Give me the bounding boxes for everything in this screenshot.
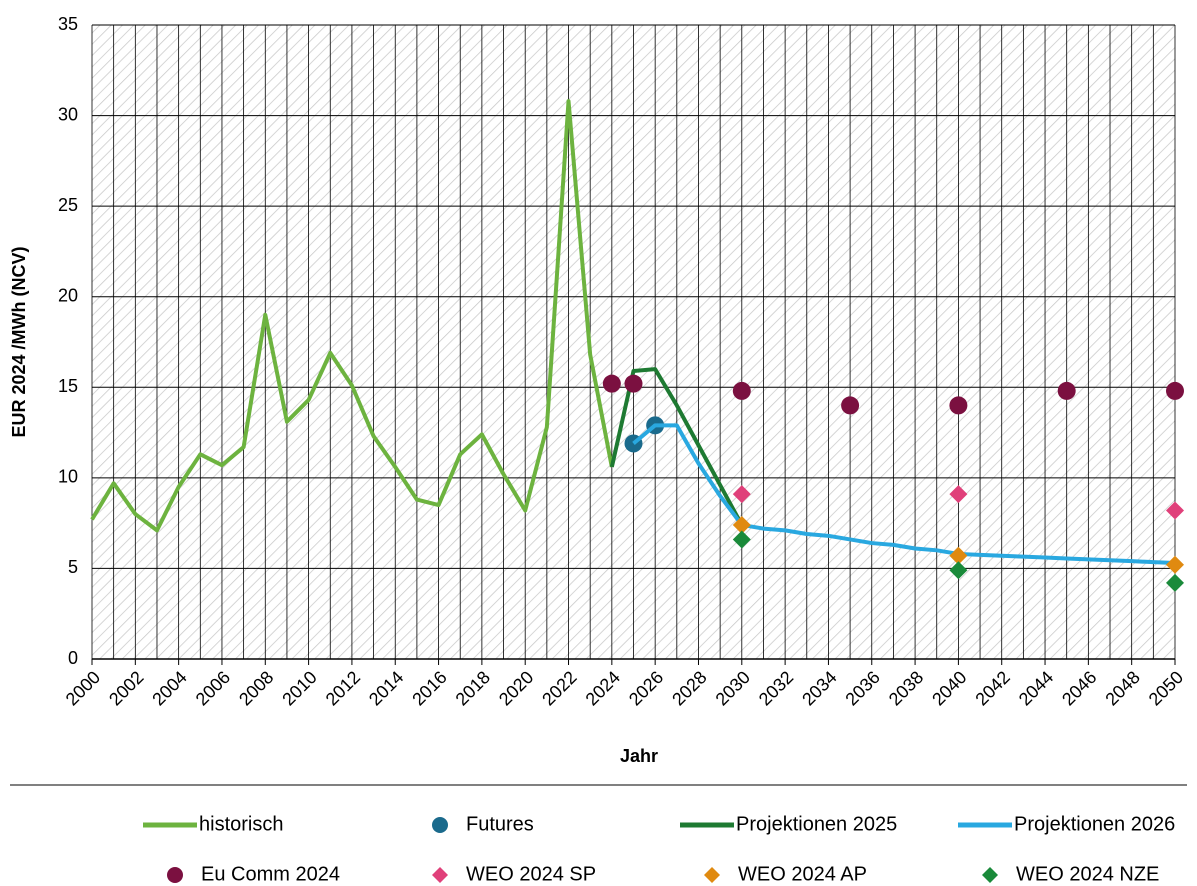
point bbox=[1166, 501, 1184, 520]
series-line bbox=[609, 367, 744, 526]
x-tick-label: 2046 bbox=[1058, 667, 1100, 709]
point bbox=[949, 561, 968, 580]
point bbox=[949, 485, 968, 504]
legend-label: WEO 2024 AP bbox=[738, 863, 867, 885]
point bbox=[732, 485, 751, 504]
x-tick-label: 2024 bbox=[582, 667, 624, 709]
legend-label: Eu Comm 2024 bbox=[201, 863, 340, 885]
legend-symbol bbox=[982, 867, 998, 883]
y-tick-label: 15 bbox=[58, 376, 78, 396]
x-tick-label: 2048 bbox=[1101, 667, 1143, 709]
x-tick-label: 2030 bbox=[712, 667, 754, 709]
x-tick-label: 2016 bbox=[408, 667, 450, 709]
legend-label: WEO 2024 NZE bbox=[1016, 863, 1159, 885]
legend-symbol bbox=[704, 867, 720, 883]
legend-label: Futures bbox=[466, 813, 534, 835]
x-tick-label: 2026 bbox=[625, 667, 667, 709]
x-tick-label: 2008 bbox=[235, 667, 277, 709]
series-line bbox=[632, 423, 1176, 565]
x-tick-label: 2044 bbox=[1015, 667, 1057, 709]
x-tick-label: 2000 bbox=[62, 667, 104, 709]
x-tick-label: 2028 bbox=[668, 667, 710, 709]
x-tick-label: 2038 bbox=[885, 667, 927, 709]
y-tick-label: 25 bbox=[58, 195, 78, 215]
x-tick-label: 2042 bbox=[971, 667, 1013, 709]
point bbox=[1057, 381, 1076, 400]
x-tick-label: 2012 bbox=[322, 667, 364, 709]
x-tick-label: 2040 bbox=[928, 667, 970, 709]
point bbox=[1166, 381, 1184, 400]
point bbox=[841, 396, 860, 415]
x-tick-label: 2022 bbox=[538, 667, 580, 709]
y-axis-label: EUR 2024 /MWh (NCV) bbox=[9, 246, 29, 437]
y-tick-label: 0 bbox=[68, 648, 78, 668]
legend-symbol bbox=[432, 867, 448, 883]
point bbox=[732, 381, 751, 400]
x-tick-label: 2010 bbox=[278, 667, 320, 709]
y-tick-label: 30 bbox=[58, 104, 78, 124]
x-tick-label: 2002 bbox=[105, 667, 147, 709]
point bbox=[1166, 555, 1184, 574]
x-tick-label: 2018 bbox=[452, 667, 494, 709]
legend-label: WEO 2024 SP bbox=[466, 863, 596, 885]
legend-label: Projektionen 2026 bbox=[1014, 813, 1175, 835]
y-tick-label: 20 bbox=[58, 285, 78, 305]
y-tick-label: 35 bbox=[58, 14, 78, 34]
legend-label: historisch bbox=[199, 813, 283, 835]
point bbox=[949, 546, 968, 565]
x-tick-label: 2036 bbox=[841, 667, 883, 709]
series-line bbox=[90, 99, 614, 533]
point bbox=[602, 374, 621, 393]
point bbox=[1166, 573, 1184, 592]
x-tick-label: 2004 bbox=[148, 667, 190, 709]
x-tick-label: 2032 bbox=[755, 667, 797, 709]
y-tick-label: 10 bbox=[58, 467, 78, 487]
legend-symbol bbox=[432, 817, 448, 833]
x-axis-label: Jahr bbox=[620, 746, 658, 766]
point bbox=[732, 530, 751, 549]
x-tick-label: 2020 bbox=[495, 667, 537, 709]
y-tick-label: 5 bbox=[68, 557, 78, 577]
x-tick-label: 2014 bbox=[365, 667, 407, 709]
x-tick-label: 2034 bbox=[798, 667, 840, 709]
point bbox=[732, 515, 751, 534]
point bbox=[624, 374, 643, 393]
point bbox=[949, 396, 968, 415]
x-tick-label: 2050 bbox=[1145, 667, 1187, 709]
legend-label: Projektionen 2025 bbox=[736, 813, 897, 835]
x-tick-label: 2006 bbox=[192, 667, 234, 709]
legend-symbol bbox=[167, 867, 183, 883]
